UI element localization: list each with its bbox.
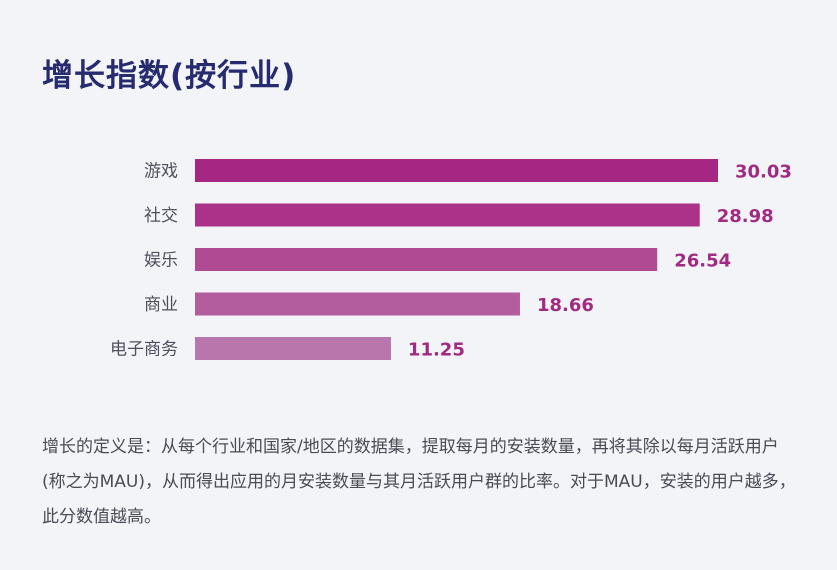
category-label: 商业: [144, 295, 178, 315]
value-label: 28.98: [717, 206, 774, 227]
bar: [195, 292, 520, 316]
category-label: 社交: [144, 206, 178, 226]
bar: [195, 159, 718, 182]
value-label: 30.03: [735, 162, 792, 183]
bar: [195, 337, 391, 360]
bar: [195, 248, 658, 271]
definition-note: 增长的定义是：从每个行业和国家/地区的数据集，提取每月的安装数量，再将其除以每月…: [42, 437, 796, 527]
chart-title: 增长指数(按行业): [42, 58, 297, 94]
value-label: 18.66: [537, 295, 594, 316]
category-label: 电子商务: [110, 340, 178, 360]
bar-chart: 游戏 30.03 社交 28.98 娱乐 26.54 商业 18.66 电子商务 11.25: [110, 159, 792, 361]
category-label: 娱乐: [144, 251, 178, 271]
bar: [195, 203, 700, 227]
value-label: 26.54: [674, 251, 731, 272]
value-label: 11.25: [408, 340, 465, 361]
category-label: 游戏: [144, 162, 178, 182]
